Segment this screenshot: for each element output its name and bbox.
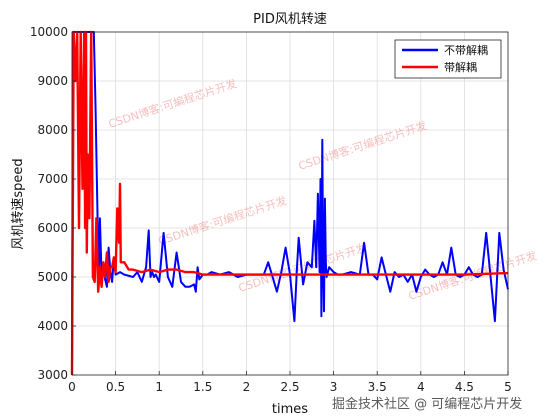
y-tick-label: 9000 [37,74,68,88]
y-tick-label: 4000 [37,319,68,333]
x-tick-label: 4 [417,380,425,394]
x-axis-ticks: 0 0.5 1 1.5 2 2.5 3 3.5 4 4.5 5 [68,371,512,394]
y-tick-label: 3000 [37,368,68,382]
x-tick-label: 5 [504,380,512,394]
legend-box [394,39,502,79]
series-line-decoupling [70,30,509,376]
y-axis-ticks: 3000 4000 5000 6000 7000 8000 9000 10000 [30,25,76,382]
chart-title: PID风机转速 [253,12,327,27]
x-tick-label: 0.5 [106,380,125,394]
y-tick-label: 10000 [30,25,68,39]
x-tick-label: 1 [155,380,163,394]
series-layer [70,30,509,376]
y-tick-label: 6000 [37,221,68,235]
x-tick-label: 3.5 [368,380,387,394]
x-tick-label: 4.5 [455,380,474,394]
x-axis-label: times [272,402,308,417]
x-tick-label: 0 [68,380,76,394]
legend: 不带解耦 带解耦 [394,39,502,79]
x-tick-label: 2 [243,380,251,394]
y-tick-label: 8000 [37,123,68,137]
x-tick-label: 2.5 [280,380,299,394]
x-tick-label: 1.5 [193,380,212,394]
corner-watermark: 掘金技术社区 @ 可编程芯片开发 [332,396,522,412]
legend-label-no-decoupling: 不带解耦 [444,43,488,57]
y-tick-label: 5000 [37,270,68,284]
x-tick-label: 3 [330,380,338,394]
y-tick-label: 7000 [37,172,68,186]
y-axis-label: 风机转速speed [11,158,26,249]
legend-label-decoupling: 带解耦 [444,60,477,74]
